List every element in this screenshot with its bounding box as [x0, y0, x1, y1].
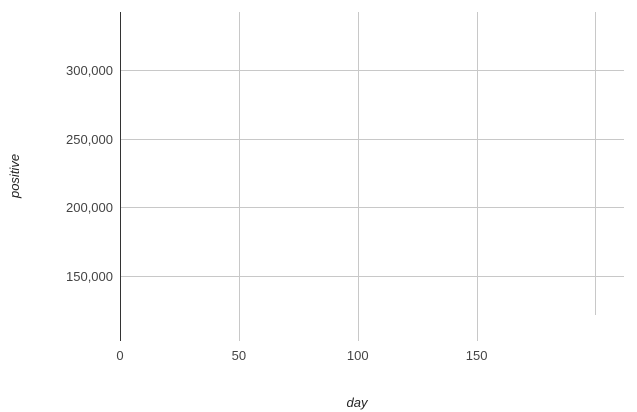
x-tick-label: 150: [466, 348, 488, 363]
y-tick-label: 300,000: [66, 63, 113, 78]
y-tick-label: 150,000: [66, 269, 113, 284]
gridlines: [120, 12, 624, 341]
x-tick-label: 50: [232, 348, 246, 363]
x-tick-label: 100: [347, 348, 369, 363]
x-axis-title: day: [347, 395, 369, 410]
y-tick-label: 250,000: [66, 132, 113, 147]
y-axis-title: positive: [7, 154, 22, 199]
tick-labels: 150,000 200,000 250,000 300,000 0 50 100 150: [66, 63, 487, 363]
x-tick-label: 0: [116, 348, 123, 363]
y-tick-label: 200,000: [66, 200, 113, 215]
